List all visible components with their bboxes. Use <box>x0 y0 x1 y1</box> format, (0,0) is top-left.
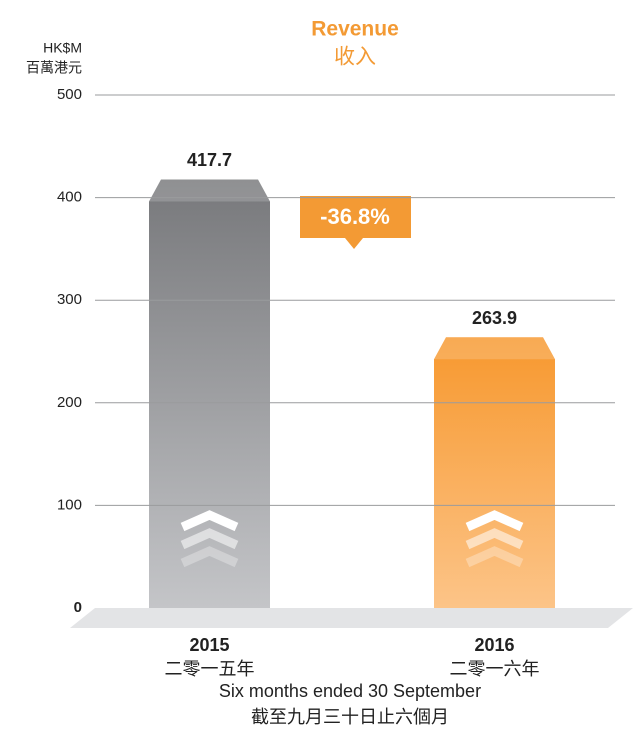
x-tick-label: 2016 <box>474 635 514 655</box>
bar <box>434 337 555 608</box>
chevron <box>180 510 239 532</box>
annotation-pointer <box>345 238 363 249</box>
bar-cap <box>434 337 555 360</box>
annotation-text: -36.8% <box>320 204 390 229</box>
chevron <box>180 546 239 568</box>
x-tick-label-zh: 二零一六年 <box>450 659 540 679</box>
y-axis-label-zh: 百萬港元 <box>26 60 82 76</box>
y-tick-label: 100 <box>57 496 82 513</box>
value-label: 417.7 <box>187 150 232 170</box>
y-tick-label: 300 <box>57 291 82 308</box>
chevron <box>465 510 524 532</box>
x-tick-label: 2015 <box>189 635 229 655</box>
bar-cap <box>149 179 270 202</box>
chart-title: Revenue <box>311 18 399 41</box>
x-tick-label-zh: 二零一五年 <box>165 659 255 679</box>
y-tick-label: 400 <box>57 189 82 206</box>
y-tick-label: 0 <box>74 599 82 616</box>
x-axis-label-zh: 截至九月三十日止六個月 <box>251 707 449 727</box>
annotation-box <box>300 196 411 238</box>
y-tick-label: 200 <box>57 394 82 411</box>
value-label: 263.9 <box>472 308 517 328</box>
bar <box>149 179 270 608</box>
chevron <box>465 546 524 568</box>
floor <box>70 608 633 628</box>
chevron <box>465 528 524 550</box>
annotation: -36.8% <box>300 196 411 249</box>
chart-title-zh: 收入 <box>334 46 376 69</box>
x-axis-label: Six months ended 30 September <box>219 681 481 701</box>
y-tick-label: 500 <box>57 86 82 103</box>
y-axis-label: HK$M <box>43 40 82 56</box>
chevron <box>180 528 239 550</box>
